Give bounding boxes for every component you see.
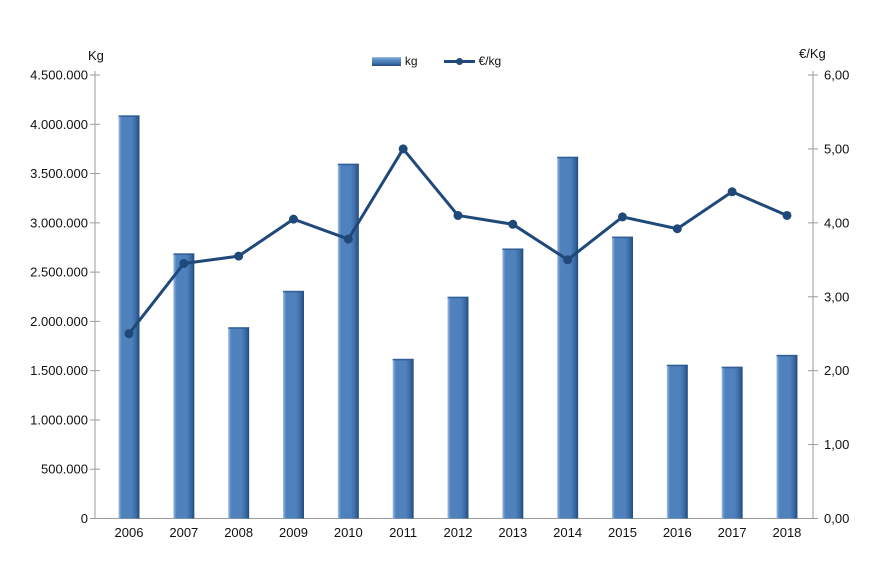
line-point-2006 — [124, 329, 134, 339]
x-axis-label-2014: 2014 — [553, 525, 582, 540]
x-axis-label-2010: 2010 — [334, 525, 363, 540]
x-axis-label-2011: 2011 — [389, 525, 417, 540]
left-axis-tick-label: 1.500.000 — [30, 363, 88, 378]
left-axis-tick-label: 2.000.000 — [30, 314, 88, 329]
right-axis-tick-label: 3,00 — [824, 289, 849, 304]
x-axis-label-2009: 2009 — [279, 525, 308, 540]
bar-2010 — [337, 163, 359, 519]
line-point-2017 — [727, 187, 737, 197]
right-axis-tick-label: 6,00 — [824, 68, 849, 83]
bar-2015 — [611, 236, 633, 519]
line-point-2014 — [563, 255, 573, 265]
x-axis-label-2006: 2006 — [115, 525, 144, 540]
left-axis-tick-label: 2.500.000 — [30, 265, 88, 280]
bar-2006 — [118, 115, 140, 519]
bar-2017 — [721, 366, 743, 519]
bar-2018 — [776, 354, 798, 519]
right-axis-tick-label: 4,00 — [824, 215, 849, 230]
bar-2011 — [392, 358, 414, 519]
bar-2008 — [228, 327, 250, 519]
bar-2012 — [447, 296, 469, 519]
right-axis-tick-label: 5,00 — [824, 141, 849, 156]
line-point-2009 — [288, 214, 298, 224]
line-point-2007 — [179, 258, 189, 268]
right-axis-title: €/Kg — [799, 46, 826, 61]
right-axis-tick-label: 0,00 — [824, 511, 849, 526]
left-axis-tick-label: 4.000.000 — [30, 117, 88, 132]
left-axis-tick-label: 0 — [81, 511, 88, 526]
bar-2007 — [173, 253, 195, 519]
x-axis-label-2015: 2015 — [608, 525, 637, 540]
line-point-2010 — [343, 234, 353, 244]
right-axis-tick-label: 1,00 — [824, 437, 849, 452]
left-axis-tick-label: 1.000.000 — [30, 412, 88, 427]
bar-2016 — [666, 364, 688, 519]
left-axis-tick-label: 4.500.000 — [30, 68, 88, 83]
line-point-2015 — [617, 212, 627, 222]
line-point-2016 — [672, 224, 682, 234]
line-point-2011 — [398, 144, 408, 154]
bar-2009 — [282, 290, 304, 519]
left-axis-tick-label: 500.000 — [41, 462, 88, 477]
line-point-2018 — [782, 210, 792, 220]
line-point-2008 — [234, 251, 244, 261]
bar-2013 — [502, 248, 524, 519]
left-axis-title: Kg — [88, 48, 104, 63]
x-axis-label-2018: 2018 — [772, 525, 801, 540]
right-axis-tick-label: 2,00 — [824, 363, 849, 378]
left-axis-tick-label: 3.000.000 — [30, 215, 88, 230]
bar-2014 — [557, 156, 579, 519]
x-axis-label-2007: 2007 — [169, 525, 198, 540]
x-axis-label-2016: 2016 — [663, 525, 692, 540]
x-axis-label-2012: 2012 — [444, 525, 473, 540]
x-axis-label-2008: 2008 — [224, 525, 253, 540]
left-axis-tick-label: 3.500.000 — [30, 166, 88, 181]
line-point-2013 — [508, 219, 518, 229]
line-point-2012 — [453, 210, 463, 220]
x-axis-label-2017: 2017 — [718, 525, 747, 540]
x-axis-label-2013: 2013 — [498, 525, 527, 540]
